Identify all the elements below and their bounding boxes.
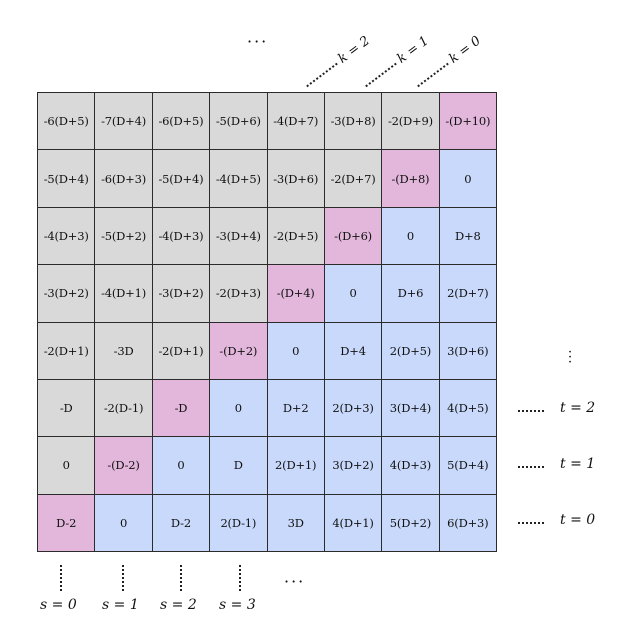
grid-cell: -3(D+2): [151, 264, 211, 323]
grid-cell: -2(D+7): [323, 149, 383, 208]
grid-cell: -6(D+3): [94, 149, 153, 208]
grid-cell: -6(D+5): [37, 92, 96, 151]
grid-cell: D-2: [151, 493, 211, 552]
grid-cell: 0: [381, 206, 440, 266]
grid-cell: -2(D+1): [37, 321, 96, 380]
k-label-2: k = 2: [302, 33, 373, 92]
grid-cell: 4(D+3): [381, 436, 440, 495]
grid-cell: D-2: [37, 493, 96, 552]
grid-cell: -7(D+4): [94, 92, 153, 151]
s-leader-0: [60, 565, 62, 591]
t-leader-2: [518, 410, 544, 412]
grid-cell: -(D+8): [381, 149, 440, 208]
grid-cell: -2(D+3): [209, 264, 268, 323]
s-leader-3: [239, 565, 241, 591]
grid-cell: D+8: [438, 206, 497, 266]
grid-cell: 5(D+2): [381, 493, 440, 552]
grid-cell: -3D: [94, 321, 153, 380]
t-label-1: t = 1: [560, 456, 596, 472]
grid-cell: 2(D+7): [438, 264, 497, 323]
s-label-3: s = 3: [219, 597, 256, 613]
s-leader-2: [180, 565, 182, 591]
value-grid: -6(D+5) -7(D+4) -6(D+5) -5(D+6) -4(D+7) -3(D+…: [37, 92, 497, 552]
grid-cell: -4(D+1): [94, 264, 153, 323]
dotted-leader: [305, 62, 338, 87]
t-leader-1: [518, 466, 544, 468]
grid-cell: 4(D+5): [438, 378, 497, 438]
grid-cell: 0: [209, 378, 268, 438]
grid-cell: 3D: [266, 493, 325, 552]
grid-cell: -2(D+5): [266, 206, 325, 266]
right-vertical-ellipsis: · · ·: [568, 345, 573, 370]
grid-cell: -D: [151, 378, 211, 438]
grid-cell: -3(D+4): [209, 206, 268, 266]
grid-cell: -2(D+1): [151, 321, 211, 380]
grid-cell: 2(D+1): [266, 436, 325, 495]
grid-cell: -(D+10): [438, 92, 497, 151]
grid-cell: -(D+4): [266, 264, 325, 323]
grid-cell: 6(D+3): [438, 493, 497, 552]
bottom-ellipsis: ···: [284, 572, 306, 591]
grid-cell: 2(D-1): [209, 493, 268, 552]
s-label-1: s = 1: [102, 597, 139, 613]
grid-cell: -(D+6): [323, 206, 383, 266]
grid-cell: 0: [323, 264, 383, 323]
grid-cell: -4(D+3): [37, 206, 96, 266]
grid-cell: 3(D+4): [381, 378, 440, 438]
grid-cell: D+4: [323, 321, 383, 380]
t-leader-0: [518, 522, 544, 524]
grid-cell: -(D-2): [94, 436, 153, 495]
grid-cell: 0: [94, 493, 153, 552]
grid-cell: -4(D+3): [151, 206, 211, 266]
grid-cell: D: [209, 436, 268, 495]
grid-cell: -D: [37, 378, 96, 438]
grid-cell: -3(D+2): [37, 264, 96, 323]
grid-cell: 0: [266, 321, 325, 380]
grid-cell: 0: [438, 149, 497, 208]
grid-cell: 2(D+3): [323, 378, 383, 438]
grid-cell: -5(D+4): [37, 149, 96, 208]
top-ellipsis: ···: [247, 32, 269, 51]
s-label-2: s = 2: [160, 597, 197, 613]
grid-cell: 2(D+5): [381, 321, 440, 380]
grid-cell: 3(D+2): [323, 436, 383, 495]
grid-cell: -2(D-1): [94, 378, 153, 438]
grid-cell: 4(D+1): [323, 493, 383, 552]
grid-cell: -3(D+8): [323, 92, 383, 151]
t-label-0: t = 0: [560, 512, 596, 528]
grid-cell: -4(D+5): [209, 149, 268, 208]
grid-cell: -6(D+5): [151, 92, 211, 151]
dotted-leader: [416, 62, 449, 87]
grid-cell: -5(D+2): [94, 206, 153, 266]
grid-cell: -4(D+7): [266, 92, 325, 151]
grid-cell: -5(D+6): [209, 92, 268, 151]
grid-cell: 0: [37, 436, 96, 495]
s-label-0: s = 0: [40, 597, 77, 613]
dotted-leader: [364, 62, 397, 87]
s-leader-1: [122, 565, 124, 591]
t-label-2: t = 2: [560, 400, 596, 416]
grid-cell: D+6: [381, 264, 440, 323]
grid-cell: 3(D+6): [438, 321, 497, 380]
grid-cell: -3(D+6): [266, 149, 325, 208]
grid-cell: D+2: [266, 378, 325, 438]
grid-cell: -2(D+9): [381, 92, 440, 151]
grid-cell: -(D+2): [209, 321, 268, 380]
grid-cell: -5(D+4): [151, 149, 211, 208]
grid-cell: 0: [151, 436, 211, 495]
grid-cell: 5(D+4): [438, 436, 497, 495]
